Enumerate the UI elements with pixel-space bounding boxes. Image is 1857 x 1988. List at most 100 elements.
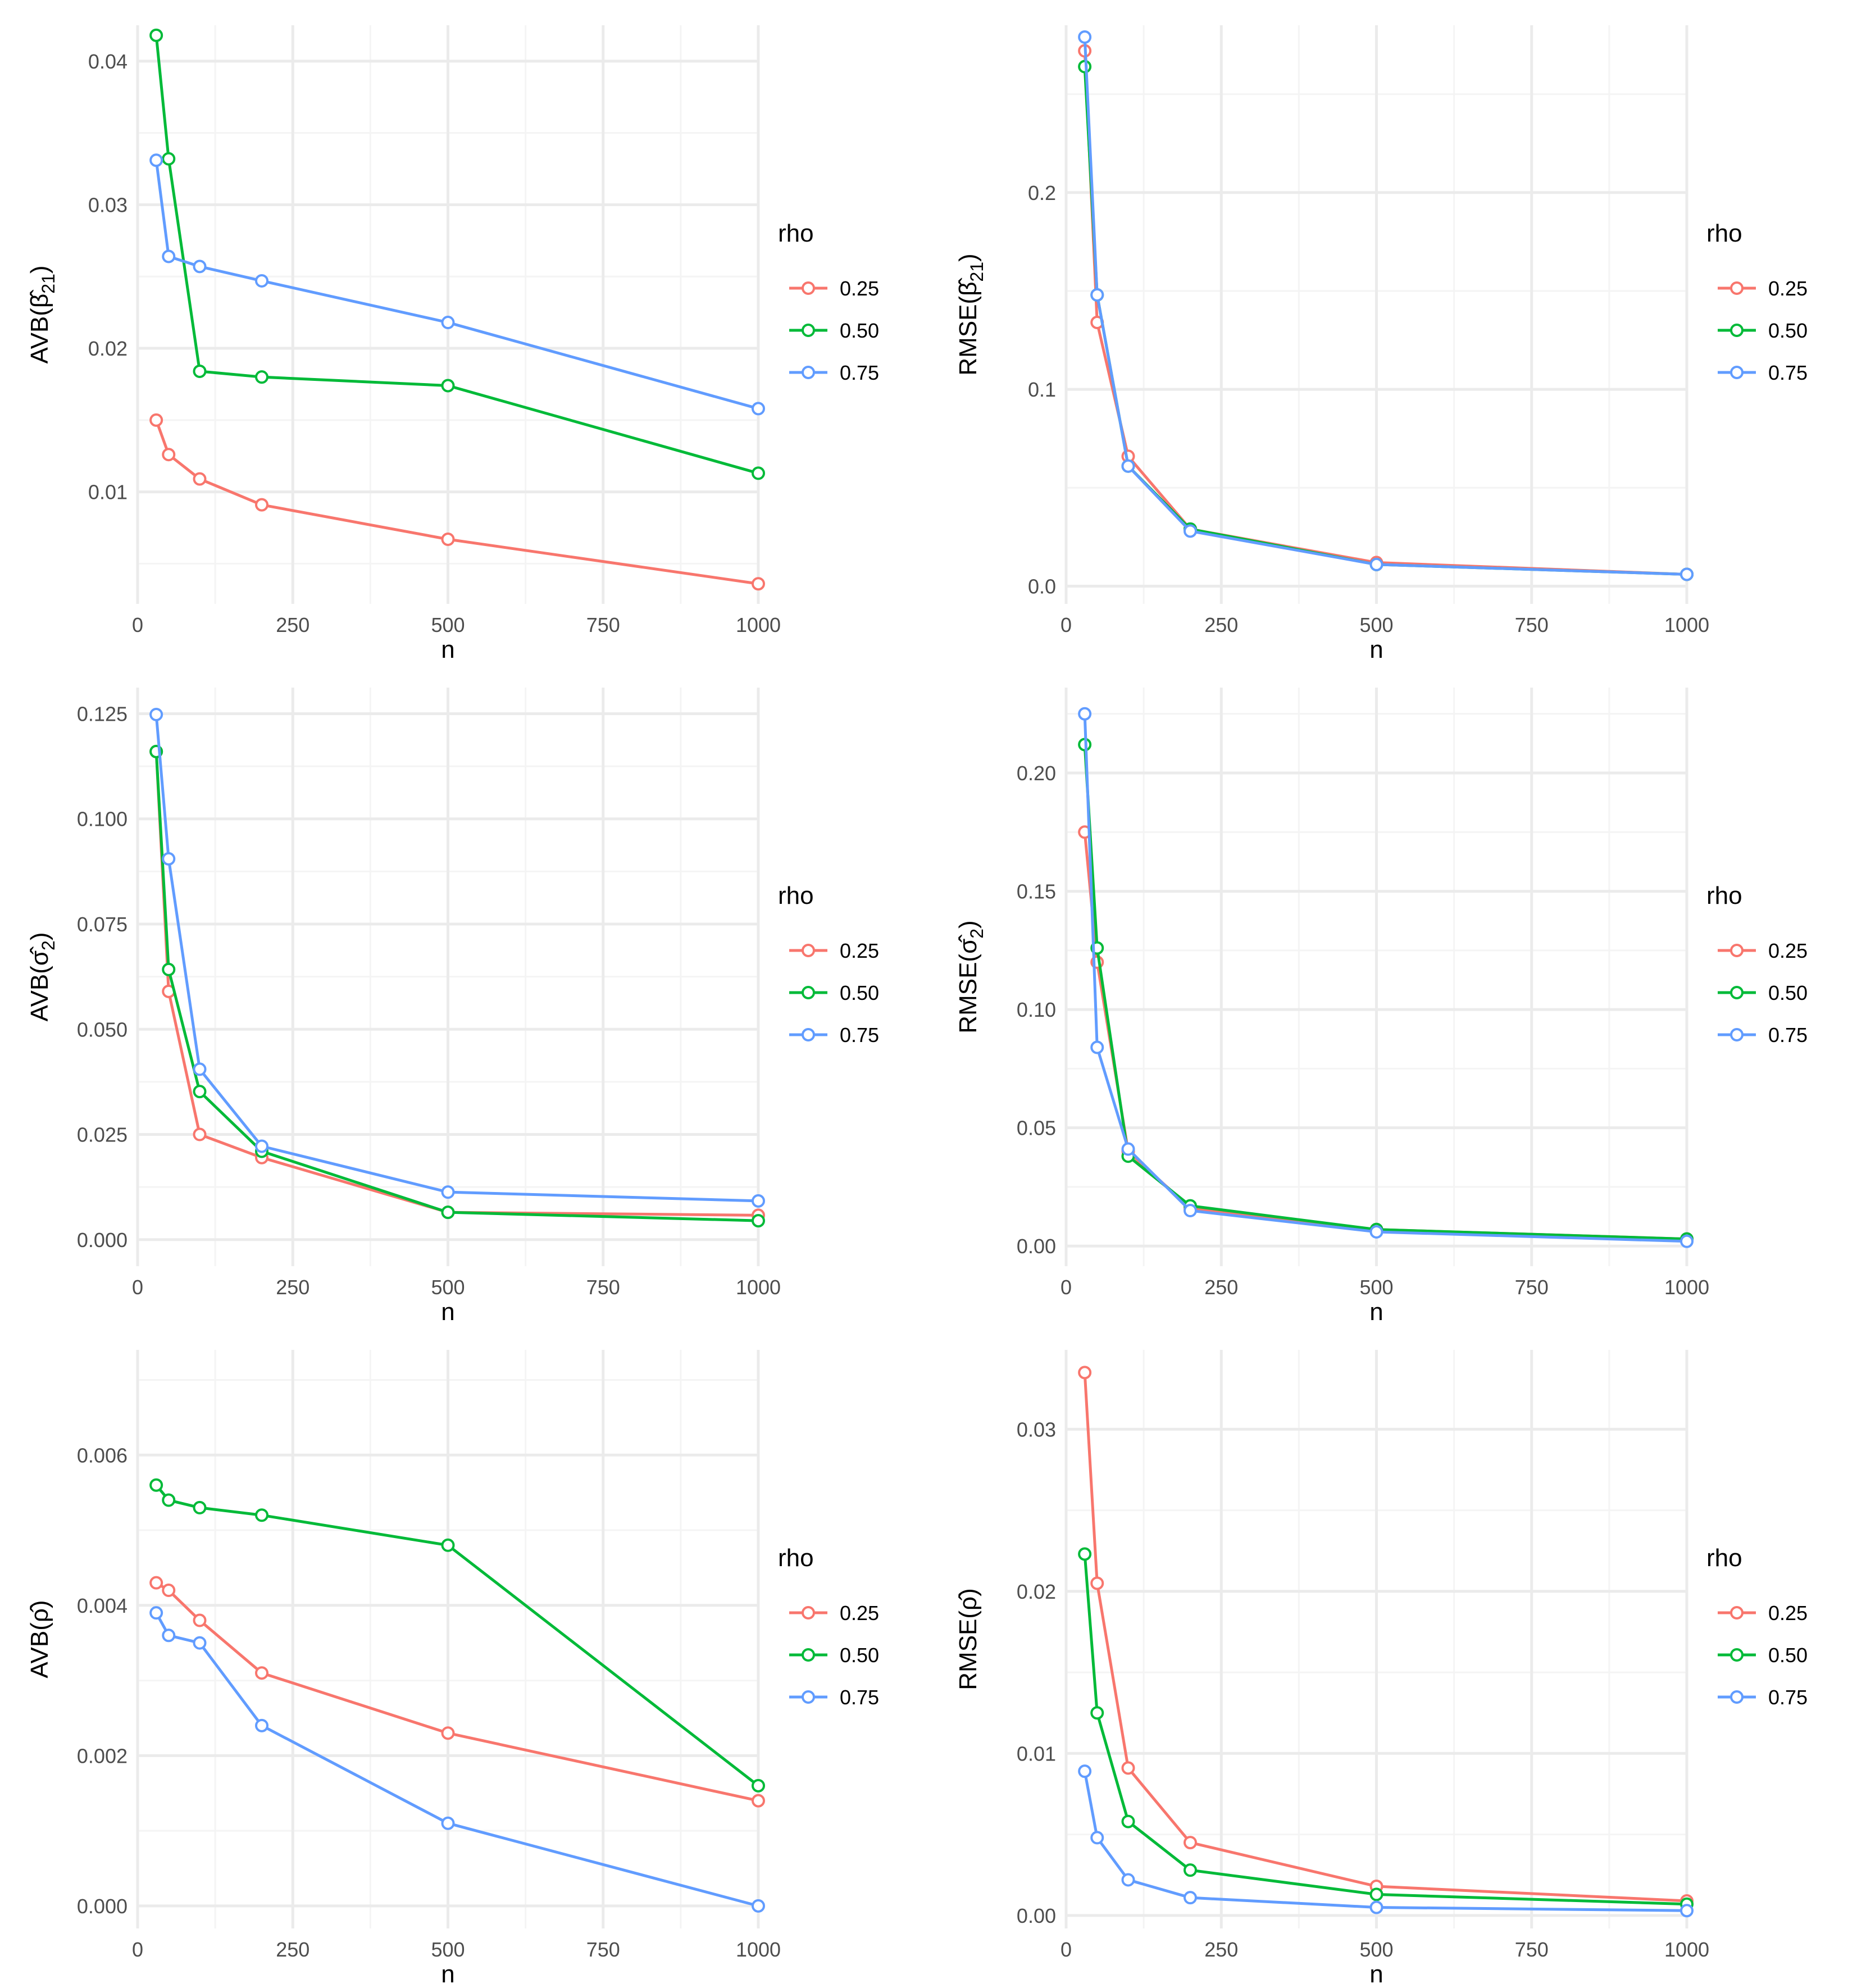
- series-line: [1083, 713, 1687, 1243]
- data-point: [1090, 1040, 1104, 1054]
- legend-title: rho: [1706, 220, 1742, 247]
- data-point: [162, 1628, 176, 1643]
- x-tick-label: 750: [586, 1938, 620, 1961]
- series-line: [1083, 1771, 1687, 1912]
- data-point: [162, 962, 176, 976]
- y-tick-label: 0.02: [1017, 1580, 1056, 1603]
- x-tick-label: 250: [1204, 1938, 1238, 1961]
- y-tick-label: 0.002: [77, 1744, 128, 1767]
- data-point: [193, 364, 207, 378]
- y-tick-label: 0.01: [1017, 1742, 1056, 1765]
- x-tick-label: 750: [1515, 1938, 1549, 1961]
- series-0.50: [1078, 738, 1694, 1246]
- x-axis-label: n: [1369, 636, 1383, 662]
- data-point: [441, 1185, 455, 1199]
- series-line: [1083, 37, 1687, 576]
- x-tick-label: 0: [1061, 613, 1072, 636]
- y-tick-label: 0.00: [1017, 1235, 1056, 1258]
- series-line: [1083, 66, 1687, 576]
- legend-key-point: [1730, 366, 1744, 379]
- chart-svg: 0.000 0.002 0.004 0.006 0 250 500 750 1000 n AVB(ρ…: [26, 1350, 879, 1987]
- x-axis-label: n: [441, 636, 454, 662]
- legend-key-point: [802, 366, 815, 379]
- x-tick-label: 500: [431, 613, 465, 636]
- x-tick-label: 750: [1515, 1276, 1549, 1299]
- legend: rho 0.25 0.50 0.75: [778, 1544, 879, 1709]
- y-tick-label: 0.100: [77, 808, 128, 831]
- legend-label: 0.50: [1768, 981, 1808, 1004]
- data-point: [255, 498, 268, 512]
- legend-key-point: [1730, 1648, 1744, 1662]
- legend-title: rho: [1706, 1544, 1742, 1572]
- data-point: [149, 707, 163, 721]
- y-tick-label: 0.03: [1017, 1418, 1056, 1441]
- x-tick-label: 500: [431, 1276, 465, 1299]
- y-tick-label: 0.125: [77, 702, 128, 725]
- data-point: [149, 413, 163, 427]
- y-tick-label: 0.004: [77, 1594, 128, 1617]
- data-point: [255, 1139, 268, 1153]
- x-tick-label: 1000: [1664, 613, 1709, 636]
- data-point: [752, 1899, 765, 1913]
- series-line: [154, 714, 759, 1203]
- y-tick-label: 0.006: [77, 1444, 128, 1467]
- legend-key-point: [802, 1028, 815, 1041]
- x-tick-label: 750: [586, 1276, 620, 1299]
- legend-label: 0.50: [1768, 1644, 1808, 1667]
- series-line: [1083, 51, 1687, 576]
- series-0.75: [149, 153, 765, 416]
- legend-key-point: [1730, 281, 1744, 295]
- legend-label: 0.75: [1768, 361, 1808, 384]
- series-0.25: [1078, 825, 1694, 1246]
- x-tick-label: 250: [1204, 613, 1238, 636]
- legend-label: 0.75: [840, 361, 879, 384]
- x-tick-label: 1000: [736, 1276, 781, 1299]
- series-0.25: [149, 744, 765, 1222]
- data-point: [149, 153, 163, 167]
- data-point: [1121, 459, 1135, 473]
- y-tick-label: 0.00: [1017, 1904, 1056, 1927]
- legend-key-point: [802, 986, 815, 999]
- chart-svg: 0.01 0.02 0.03 0.04 0 250 500 750 1000 n AVB(β̂21)…: [26, 25, 879, 662]
- data-point: [193, 1500, 207, 1514]
- data-point: [162, 1493, 176, 1507]
- series-0.75: [1078, 1764, 1694, 1918]
- data-point: [1078, 30, 1092, 44]
- series-line: [154, 160, 759, 410]
- x-axis-label: n: [441, 1960, 454, 1987]
- legend-key-point: [802, 324, 815, 337]
- x-tick-label: 1000: [736, 613, 781, 636]
- data-point: [193, 1636, 207, 1650]
- legend-key-point: [1730, 324, 1744, 337]
- data-point: [1090, 1706, 1104, 1720]
- data-point: [1369, 1887, 1383, 1901]
- data-point: [1184, 524, 1197, 538]
- data-point: [441, 532, 455, 546]
- legend-label: 0.25: [1768, 1602, 1808, 1625]
- legend-label: 0.50: [840, 319, 879, 342]
- legend-key-point: [1730, 986, 1744, 999]
- panel-avb-beta21: 0.01 0.02 0.03 0.04 0 250 500 750 1000 n AVB(β̂21)…: [0, 0, 928, 662]
- data-point: [1369, 557, 1383, 571]
- legend: rho 0.25 0.50 0.75: [778, 220, 879, 384]
- panel-rmse-rho: 0.00 0.01 0.02 0.03 0 250 500 750 1000 n RMSE(ρ̂) r…: [928, 1325, 1857, 1987]
- y-tick-label: 0.050: [77, 1018, 128, 1041]
- chart-svg: 0.00 0.01 0.02 0.03 0 250 500 750 1000 n RMSE(ρ̂) r…: [954, 1350, 1808, 1987]
- data-point: [1680, 1904, 1694, 1918]
- series-0.75: [1078, 707, 1694, 1248]
- data-point: [1121, 1814, 1135, 1828]
- series-0.75: [149, 707, 765, 1208]
- x-tick-label: 0: [132, 1938, 143, 1961]
- legend-label: 0.25: [1768, 277, 1808, 300]
- data-point: [193, 1085, 207, 1099]
- data-point: [193, 1613, 207, 1627]
- data-point: [441, 316, 455, 330]
- y-tick-label: 0.075: [77, 913, 128, 936]
- series-line: [154, 35, 759, 475]
- legend: rho 0.25 0.50 0.75: [1706, 882, 1808, 1047]
- data-point: [255, 1666, 268, 1680]
- legend-title: rho: [778, 220, 814, 247]
- x-tick-label: 0: [1061, 1276, 1072, 1299]
- data-point: [1680, 1234, 1694, 1248]
- data-point: [149, 1606, 163, 1620]
